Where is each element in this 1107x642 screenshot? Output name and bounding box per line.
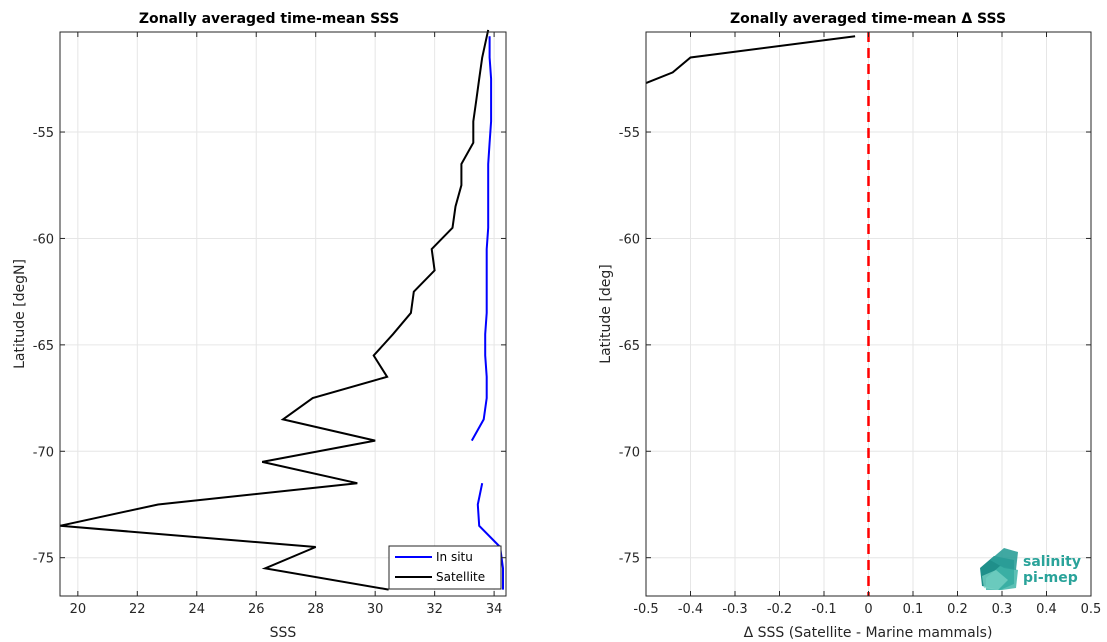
left-x-axis-label: SSS — [270, 625, 297, 641]
y-tick-label: -60 — [619, 232, 640, 247]
x-tick-label: 20 — [70, 602, 87, 617]
x-tick-label: -0.5 — [633, 602, 658, 617]
panel-delta-sss: Zonally averaged time-mean Δ SSS -0.5 -0.… — [598, 11, 1101, 641]
x-tick-label: 0.2 — [947, 602, 968, 617]
right-y-axis-label: Latitude [deg] — [598, 264, 614, 363]
series-line-series-0 — [645, 35, 856, 85]
x-tick-label: 30 — [367, 602, 384, 617]
series-line-in-situ — [470, 36, 493, 442]
x-tick-label: 0.4 — [1036, 602, 1057, 617]
x-tick-label: -0.2 — [767, 602, 792, 617]
x-tick-label: 0.1 — [903, 602, 924, 617]
x-tick-label: -0.1 — [811, 602, 836, 617]
left-data-lines — [59, 29, 504, 591]
x-tick-label: -0.4 — [678, 602, 703, 617]
series-line-in-situ — [476, 482, 504, 590]
legend-label-in-situ: In situ — [436, 550, 473, 564]
y-tick-label: -70 — [619, 445, 640, 460]
logo-text-pi-mep: pi-mep — [1023, 570, 1078, 586]
right-ticks: -0.5 -0.4 -0.3 -0.2 -0.1 0 0.1 0.2 0.3 0.4 0.5 -75 -… — [619, 32, 1102, 617]
x-tick-label: 0 — [864, 602, 872, 617]
x-tick-label: 28 — [307, 602, 324, 617]
logo-icon — [980, 548, 1018, 590]
left-chart-title: Zonally averaged time-mean SSS — [139, 11, 399, 27]
left-ticks: 20 22 24 26 28 30 32 34 -75 -70 -65 -60 -55 — [33, 32, 506, 617]
legend: In situ Satellite — [388, 545, 502, 590]
y-tick-label: -75 — [33, 552, 54, 567]
y-tick-label: -75 — [619, 552, 640, 567]
x-tick-label: 0.3 — [992, 602, 1013, 617]
y-tick-label: -65 — [619, 339, 640, 354]
logo-text-salinity: salinity — [1023, 554, 1081, 570]
x-tick-label: 22 — [129, 602, 146, 617]
right-data-lines — [645, 32, 870, 596]
panel-sss: Zonally averaged time-mean SSS 20 22 24 26 2… — [12, 11, 507, 641]
y-tick-label: -60 — [33, 232, 54, 247]
legend-box — [388, 545, 502, 590]
legend-label-satellite: Satellite — [436, 570, 485, 584]
series-line-satellite — [59, 29, 490, 591]
y-tick-label: -70 — [33, 445, 54, 460]
y-tick-label: -55 — [33, 126, 54, 141]
left-plot-area — [60, 32, 506, 596]
left-y-axis-label: Latitude [degN] — [12, 259, 28, 369]
left-plot-frame — [59, 31, 507, 597]
salinity-pi-mep-logo: salinity pi-mep — [980, 548, 1081, 590]
x-tick-label: 32 — [426, 602, 443, 617]
x-tick-label: 26 — [248, 602, 265, 617]
x-tick-label: -0.3 — [722, 602, 747, 617]
right-chart-title: Zonally averaged time-mean Δ SSS — [730, 11, 1006, 27]
x-tick-label: 34 — [486, 602, 503, 617]
right-x-axis-label: Δ SSS (Satellite - Marine mammals) — [744, 625, 993, 641]
x-tick-label: 0.5 — [1081, 602, 1102, 617]
y-tick-label: -55 — [619, 126, 640, 141]
y-tick-label: -65 — [33, 339, 54, 354]
left-grid — [60, 32, 506, 596]
x-tick-label: 24 — [188, 602, 205, 617]
